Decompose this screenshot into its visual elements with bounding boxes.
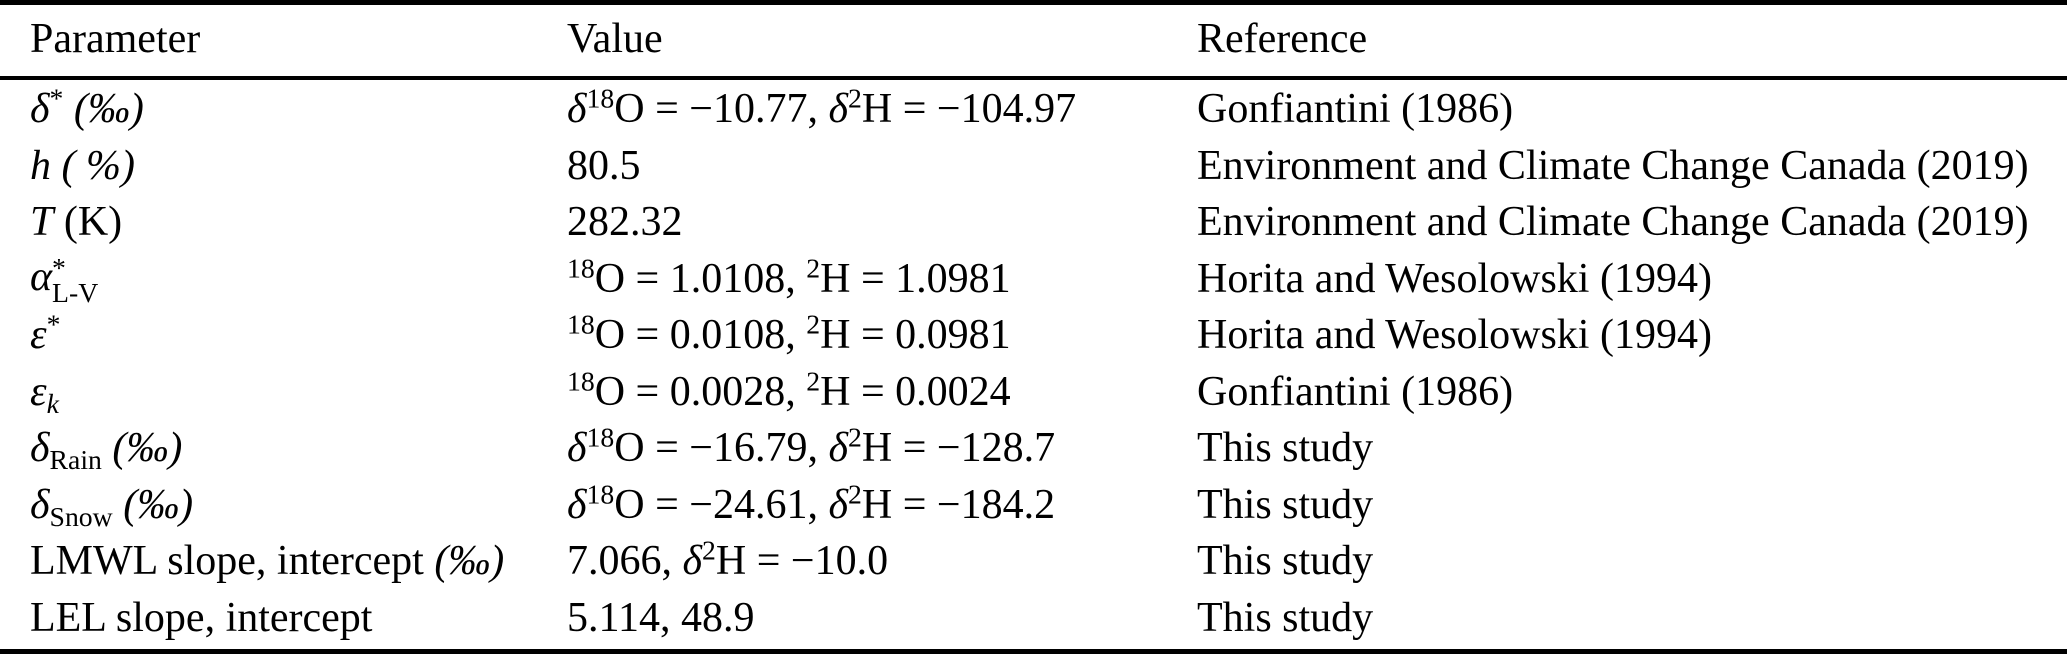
table-row: δRain (‰) δ18O = −16.79, δ2H = −128.7 Th… — [0, 420, 2067, 477]
parameter-cell: h ( %) — [30, 142, 135, 189]
value-cell: 18O = 0.0028, 2H = 0.0024 — [567, 365, 1011, 415]
table-body: δ* (‰) δ18O = −10.77, δ2H = −104.97 Gonf… — [0, 81, 2067, 646]
value-cell: 80.5 — [567, 142, 641, 189]
table-row: α * L-V 18O = 1.0108, 2H = 1.0981 Horita a… — [0, 251, 2067, 308]
reference-cell: This study — [1197, 594, 1374, 641]
reference-cell: Horita and Wesolowski (1994) — [1197, 312, 1712, 359]
reference-cell: Gonfiantini (1986) — [1197, 368, 1514, 415]
parameter-cell: δ* (‰) — [30, 82, 144, 133]
table-row: εk 18O = 0.0028, 2H = 0.0024 Gonfiantini… — [0, 364, 2067, 421]
table-row: T (K) 282.32 Environment and Climate Cha… — [0, 194, 2067, 251]
parameter-cell: δRain (‰) — [30, 425, 183, 475]
table-row: h ( %) 80.5 Environment and Climate Chan… — [0, 138, 2067, 195]
value-cell: 18O = 0.0108, 2H = 0.0981 — [567, 308, 1011, 359]
reference-cell: Horita and Wesolowski (1994) — [1197, 255, 1712, 302]
column-header-parameter: Parameter — [30, 15, 201, 62]
reference-cell: Gonfiantini (1986) — [1197, 86, 1514, 133]
value-cell: 282.32 — [567, 199, 683, 246]
table-row: ε* 18O = 0.0108, 2H = 0.0981 Horita and … — [0, 307, 2067, 364]
table-row: δ* (‰) δ18O = −10.77, δ2H = −104.97 Gonf… — [0, 81, 2067, 138]
parameter-cell: ε* — [30, 308, 61, 359]
reference-cell: This study — [1197, 538, 1374, 585]
reference-cell: This study — [1197, 425, 1374, 472]
parameter-cell: LEL slope, intercept — [30, 594, 373, 641]
parameter-cell: εk — [30, 368, 59, 419]
table-bottom-rule — [0, 649, 2067, 654]
table-row: LEL slope, intercept 5.114, 48.9 This st… — [0, 590, 2067, 647]
value-cell: δ18O = −16.79, δ2H = −128.7 — [567, 421, 1056, 472]
table-header-row: Parameter Value Reference — [0, 5, 2067, 76]
column-header-value: Value — [567, 15, 663, 62]
value-cell: δ18O = −24.61, δ2H = −184.2 — [567, 478, 1056, 528]
parameter-cell: δSnow (‰) — [30, 481, 194, 532]
value-cell: 5.114, 48.9 — [567, 594, 755, 641]
parameter-cell: α * L-V — [30, 252, 99, 308]
value-cell: δ18O = −10.77, δ2H = −104.97 — [567, 82, 1077, 133]
reference-cell: Environment and Climate Change Canada (2… — [1197, 142, 2029, 189]
table-header-rule — [0, 76, 2067, 80]
parameter-cell: LMWL slope, intercept (‰) — [30, 538, 505, 585]
table-row: LMWL slope, intercept (‰) 7.066, δ2H = −… — [0, 533, 2067, 590]
reference-cell: This study — [1197, 481, 1374, 528]
column-header-reference: Reference — [1197, 15, 1368, 62]
parameter-cell: T (K) — [30, 199, 123, 246]
table-row: δSnow (‰) δ18O = −24.61, δ2H = −184.2 Th… — [0, 477, 2067, 534]
table-top-rule — [0, 0, 2067, 5]
value-cell: 18O = 1.0108, 2H = 1.0981 — [567, 252, 1011, 302]
reference-cell: Environment and Climate Change Canada (2… — [1197, 199, 2029, 246]
value-cell: 7.066, δ2H = −10.0 — [567, 534, 889, 585]
